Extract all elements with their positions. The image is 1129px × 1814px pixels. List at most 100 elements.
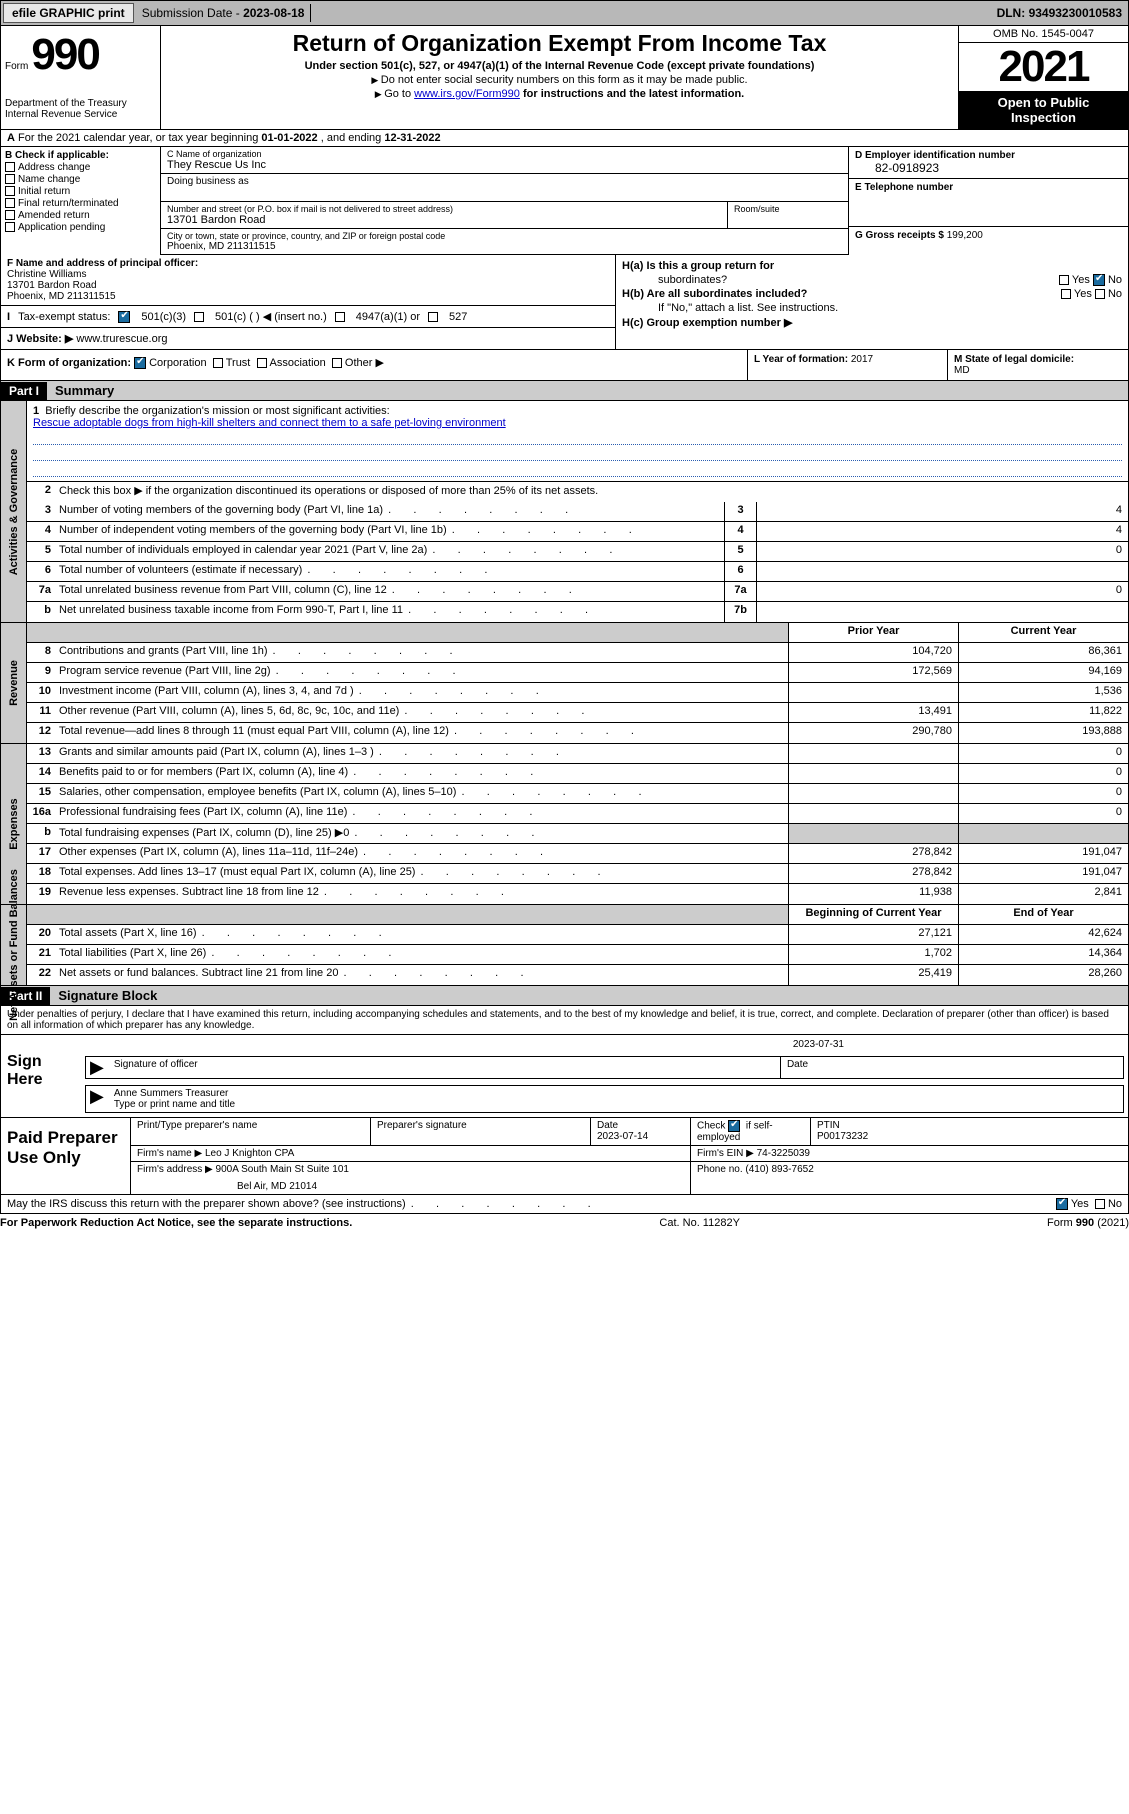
row-a-letter: A [7, 132, 15, 144]
table-row: 11 Other revenue (Part VIII, column (A),… [27, 703, 1128, 723]
dba-label: Doing business as [167, 176, 842, 187]
k-label: K Form of organization: [7, 357, 134, 369]
officer-addr1: 13701 Bardon Road [7, 280, 609, 291]
blank [55, 623, 788, 642]
addr-main: Number and street (or P.O. box if mail i… [161, 202, 728, 228]
current: 191,047 [958, 864, 1128, 883]
checkbox-icon[interactable] [332, 358, 342, 368]
yes: Yes [1074, 288, 1092, 300]
hdr-row: Prior Year Current Year [27, 623, 1128, 643]
checkbox-icon[interactable] [335, 312, 345, 322]
part1-ttl: Summary [47, 381, 122, 400]
table-row: 7a Total unrelated business revenue from… [27, 582, 1128, 602]
table-row: 3 Number of voting members of the govern… [27, 502, 1128, 522]
checkbox-icon[interactable] [1061, 289, 1071, 299]
checkbox-checked-icon[interactable] [118, 311, 130, 323]
table-row: 5 Total number of individuals employed i… [27, 542, 1128, 562]
form-word: Form [5, 61, 28, 72]
num: 20 [27, 925, 55, 944]
desc: Revenue less expenses. Subtract line 18 … [55, 884, 788, 904]
current: 42,624 [958, 925, 1128, 944]
prior: 25,419 [788, 965, 958, 985]
col-b-hdr: B Check if applicable: [5, 150, 109, 161]
checkbox-icon[interactable] [5, 210, 15, 220]
exp-rows: 13 Grants and similar amounts paid (Part… [27, 744, 1128, 904]
form-number: 990 [31, 30, 98, 79]
blank [27, 905, 55, 924]
irs-link[interactable]: www.irs.gov/Form990 [414, 88, 520, 100]
phone-lbl: Phone no. [697, 1164, 745, 1175]
desc: Other expenses (Part IX, column (A), lin… [55, 844, 788, 863]
ein-cell: D Employer identification number 82-0918… [849, 147, 1128, 179]
gov-label: Activities & Governance [8, 448, 20, 575]
checkbox-checked-icon[interactable] [1056, 1198, 1068, 1210]
prior: 13,491 [788, 703, 958, 722]
efile-btn[interactable]: efile GRAPHIC print [3, 3, 134, 23]
prep-h4: Check if self-employed [691, 1118, 811, 1145]
table-row: 15 Salaries, other compensation, employe… [27, 784, 1128, 804]
checkbox-icon[interactable] [5, 162, 15, 172]
firm-name-lbl: Firm's name ▶ [137, 1148, 205, 1159]
org-name: They Rescue Us Inc [167, 159, 842, 171]
checkbox-icon[interactable] [1059, 275, 1069, 285]
num: 8 [27, 643, 55, 662]
rev-label: Revenue [8, 660, 20, 706]
checkbox-icon[interactable] [1095, 289, 1105, 299]
checkbox-icon[interactable] [5, 186, 15, 196]
sig-date: 2023-07-31 [85, 1039, 1124, 1050]
value [756, 562, 1128, 581]
boy-hdr: Beginning of Current Year [788, 905, 958, 924]
table-row: 21 Total liabilities (Part X, line 26) 1… [27, 945, 1128, 965]
current [958, 824, 1128, 843]
mission-text[interactable]: Rescue adoptable dogs from high-kill she… [33, 417, 506, 429]
firm-name: Leo J Knighton CPA [205, 1148, 294, 1159]
current: 2,841 [958, 884, 1128, 904]
num: 13 [27, 744, 55, 763]
table-row: 16a Professional fundraising fees (Part … [27, 804, 1128, 824]
desc: Total number of individuals employed in … [55, 542, 724, 561]
firm-addr-cell: Firm's address ▶ 900A South Main St Suit… [131, 1162, 691, 1194]
addr-label: Number and street (or P.O. box if mail i… [167, 204, 721, 214]
checkbox-icon[interactable] [5, 222, 15, 232]
current: 0 [958, 784, 1128, 803]
fgh-left: F Name and address of principal officer:… [1, 255, 616, 349]
checkbox-icon[interactable] [194, 312, 204, 322]
net-label: Net Assets or Fund Balances [8, 869, 20, 1021]
value: 0 [756, 542, 1128, 561]
table-row: 12 Total revenue—add lines 8 through 11 … [27, 723, 1128, 743]
desc: Total expenses. Add lines 13–17 (must eq… [55, 864, 788, 883]
dln-value: 93493230010583 [1029, 6, 1122, 20]
eoy-hdr: End of Year [958, 905, 1128, 924]
checkbox-icon[interactable] [428, 312, 438, 322]
table-row: 6 Total number of volunteers (estimate i… [27, 562, 1128, 582]
part1-title: Part I Summary [0, 381, 1129, 401]
col-b: B Check if applicable: Address change Na… [1, 147, 161, 255]
checkbox-icon[interactable] [257, 358, 267, 368]
checkbox-icon[interactable] [5, 198, 15, 208]
checkbox-checked-icon[interactable] [134, 357, 146, 369]
current: 86,361 [958, 643, 1128, 662]
tax-year: 2021 [959, 43, 1128, 91]
phone-label: E Telephone number [855, 182, 1122, 193]
checkbox-checked-icon[interactable] [728, 1120, 740, 1132]
desc: Total revenue—add lines 8 through 11 (mu… [55, 723, 788, 743]
checkbox-icon[interactable] [213, 358, 223, 368]
prep-label: Paid Preparer Use Only [1, 1118, 131, 1194]
gross-value: 199,200 [947, 230, 983, 241]
num: b [27, 602, 55, 622]
footer-mid: Cat. No. 11282Y [352, 1217, 1047, 1229]
omb: OMB No. 1545-0047 [959, 26, 1128, 43]
firm-ein: 74-3225039 [757, 1148, 810, 1159]
firm-name-cell: Firm's name ▶ Leo J Knighton CPA [131, 1146, 691, 1161]
checkbox-icon[interactable] [5, 174, 15, 184]
prep-hdr-row: Print/Type preparer's name Preparer's si… [131, 1118, 1128, 1146]
dba-box: Doing business as [161, 174, 848, 202]
desc: Net assets or fund balances. Subtract li… [55, 965, 788, 985]
chk-amended: Amended return [5, 210, 156, 221]
prior: 27,121 [788, 925, 958, 944]
prep-h3: Date2023-07-14 [591, 1118, 691, 1145]
arrow-icon: ▶ [86, 1086, 108, 1112]
m-value: MD [954, 365, 970, 376]
checkbox-checked-icon[interactable] [1093, 274, 1105, 286]
checkbox-icon[interactable] [1095, 1199, 1105, 1209]
